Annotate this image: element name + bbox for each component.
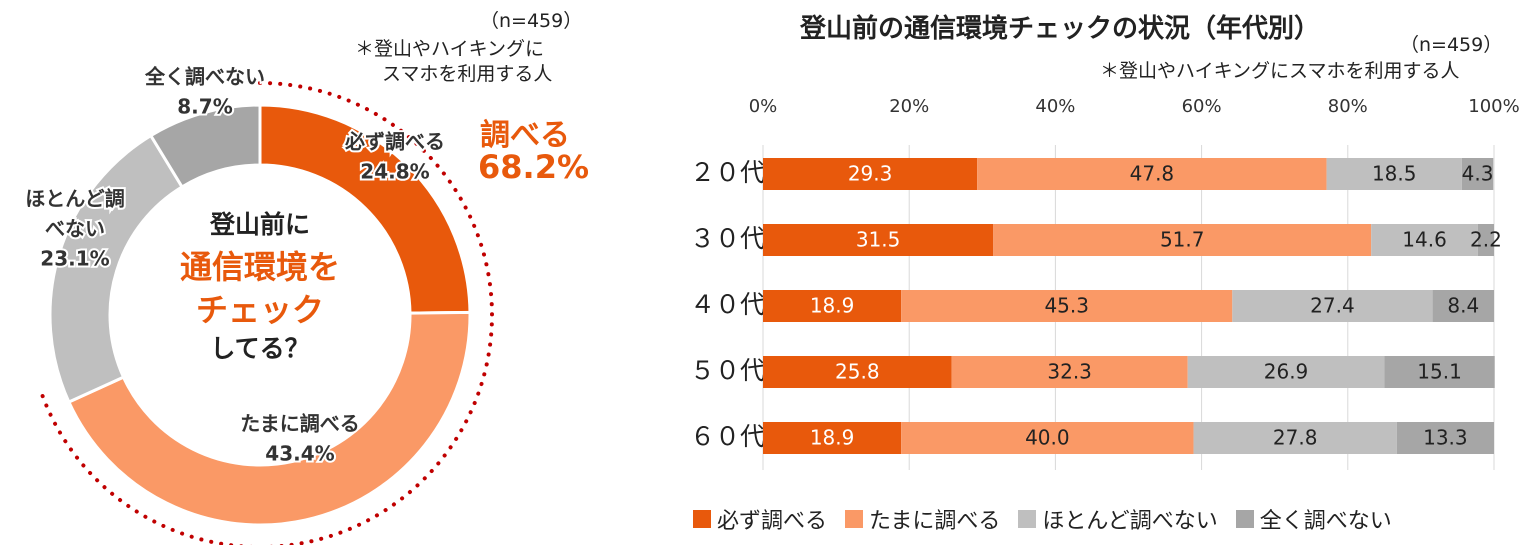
donut-subject-note-line1: ＊登山やハイキングに [355, 38, 545, 60]
highlight-label: 調べる [480, 118, 570, 153]
bar-value-label: 45.3 [1044, 294, 1089, 318]
bar-segment-always [763, 356, 952, 388]
highlight-dotted-arc [37, 81, 494, 545]
bar-category-labels: ２０代 ３０代 ４０代 ５０代 ６０代 [690, 158, 765, 451]
donut-label-rarely-2: 23.1% [40, 247, 109, 271]
bar-segment-sometimes [901, 422, 1194, 454]
donut-label-rarely-1: べない [45, 217, 105, 241]
bar-value-label: 8.4 [1447, 294, 1479, 318]
bar-tick-labels: 0% 20% 40% 60% 80% 100% [749, 96, 1520, 117]
bar-segment-never [1396, 422, 1494, 454]
legend-label-sometimes: たまに調べる [869, 509, 1001, 534]
bar-segment-never [1432, 290, 1494, 322]
bar-value-label: 14.6 [1402, 228, 1447, 252]
bar-segment-sometimes [993, 224, 1372, 256]
bar-value-label: 26.9 [1264, 360, 1309, 384]
bar-value-label: 29.3 [848, 162, 893, 186]
bar-segment-never [1461, 158, 1494, 190]
bar-value-label: 47.8 [1130, 162, 1175, 186]
y-category-label: ５０代 [690, 356, 765, 385]
bar-legend: 必ず調べる たまに調べる ほとんど調べない 全く調べない [693, 503, 1392, 535]
bar-value-label: 18.9 [810, 426, 855, 450]
x-tick-label: 0% [749, 96, 778, 117]
center-line-2: 通信環境を [179, 248, 340, 286]
legend-swatch-always [693, 510, 711, 528]
bar-segment-always [763, 224, 994, 256]
legend-item-rarely: ほとんど調べない [1018, 503, 1218, 535]
donut-label-sometimes-0: たまに調べる [240, 412, 359, 436]
bar-value-label: 18.9 [810, 294, 855, 318]
donut-chart: 必ず調べる 24.8% たまに調べる 43.4% ほとんど調べない 23.1% 全く調べない… [23, 63, 494, 545]
x-tick-label: 20% [889, 96, 929, 117]
bar-segment-rarely [1232, 290, 1433, 322]
donut-subject-note-line2: スマホを利用する人 [382, 63, 553, 85]
donut-slice-labels: 必ず調べる 24.8% たまに調べる 43.4% ほとんど調べない 23.1% 全く調べない… [23, 63, 447, 468]
donut-label-sometimes-1: 43.4% [265, 442, 334, 466]
y-category-label: ３０代 [690, 224, 765, 253]
center-line-3: チェック [195, 291, 324, 329]
legend-label-never: 全く調べない [1259, 509, 1392, 534]
legend-swatch-sometimes [845, 510, 864, 528]
bar-segment-rarely [1187, 356, 1385, 388]
bar-value-label: 32.3 [1047, 360, 1092, 384]
bar-value-label: 40.0 [1025, 426, 1070, 450]
donut-label-always-1: 24.8% [360, 160, 429, 184]
x-tick-label: 40% [1035, 96, 1075, 117]
bar-segment-rarely [1371, 224, 1478, 256]
donut-slice-sometimes [66, 310, 472, 527]
donut-slices [48, 103, 472, 527]
donut-slice-always [258, 103, 472, 315]
bar-segment-always [763, 158, 978, 190]
legend-swatch-never [1235, 510, 1254, 528]
x-tick-label: 60% [1182, 96, 1222, 117]
y-category-label: ２０代 [690, 158, 765, 187]
highlight-value: 68.2% [478, 148, 590, 186]
x-tick-label: 100% [1468, 96, 1519, 117]
bar-sample-note: （n=459） [1400, 34, 1503, 56]
bar-value-label: 4.3 [1462, 162, 1494, 186]
legend-swatch-rarely [1018, 510, 1037, 528]
bar-segments: 29.3 47.8 18.5 4.3 31.5 51.7 14.6 2.2 18.9 45.3 27… [763, 158, 1502, 454]
bar-segment-never [1384, 356, 1495, 388]
bar-value-label: 25.8 [835, 360, 880, 384]
legend-item-always: 必ず調べる [693, 503, 827, 535]
donut-slice-never [148, 103, 262, 189]
center-line-4: してる？ [210, 334, 310, 363]
donut-center-text: 登山前に 通信環境を チェック してる？ [160, 205, 360, 367]
bar-segment-sometimes [951, 356, 1188, 388]
bar-value-label: 2.2 [1470, 228, 1502, 252]
legend-item-never: 全く調べない [1235, 503, 1392, 535]
bar-value-label: 13.3 [1423, 426, 1468, 450]
bar-value-label: 18.5 [1372, 162, 1417, 186]
donut-label-rarely-0: ほとんど調 [25, 187, 124, 211]
donut-label-never-1: 8.7% [177, 95, 232, 119]
bar-segment-rarely [1193, 422, 1397, 454]
bar-value-label: 15.1 [1417, 360, 1462, 384]
bar-value-label: 31.5 [856, 228, 901, 252]
donut-sample-note: （n=459） [480, 10, 583, 32]
y-category-label: ６０代 [690, 422, 765, 451]
legend-label-rarely: ほとんど調べない [1042, 509, 1218, 534]
bar-segment-sometimes [977, 158, 1327, 190]
legend-item-sometimes: たまに調べる [845, 503, 1000, 535]
bar-value-label: 27.8 [1273, 426, 1318, 450]
donut-label-never-0: 全く調べない [144, 65, 265, 89]
bar-value-label: 51.7 [1160, 228, 1205, 252]
bar-segment-always [763, 290, 902, 322]
bar-chart-title: 登山前の通信環境チェックの状況（年代別） [800, 14, 1321, 44]
bar-subject-note: ＊登山やハイキングにスマホを利用する人 [1100, 60, 1460, 82]
center-line-1: 登山前に [209, 210, 310, 239]
bar-value-label: 27.4 [1310, 294, 1355, 318]
bar-segment-always [763, 422, 902, 454]
y-category-label: ４０代 [690, 290, 765, 319]
bar-segment-sometimes [901, 290, 1233, 322]
legend-label-always: 必ず調べる [717, 509, 828, 534]
donut-label-always-0: 必ず調べる [344, 130, 445, 154]
bar-segment-rarely [1326, 158, 1462, 190]
bar-segment-never [1477, 224, 1494, 256]
x-tick-label: 80% [1328, 96, 1368, 117]
